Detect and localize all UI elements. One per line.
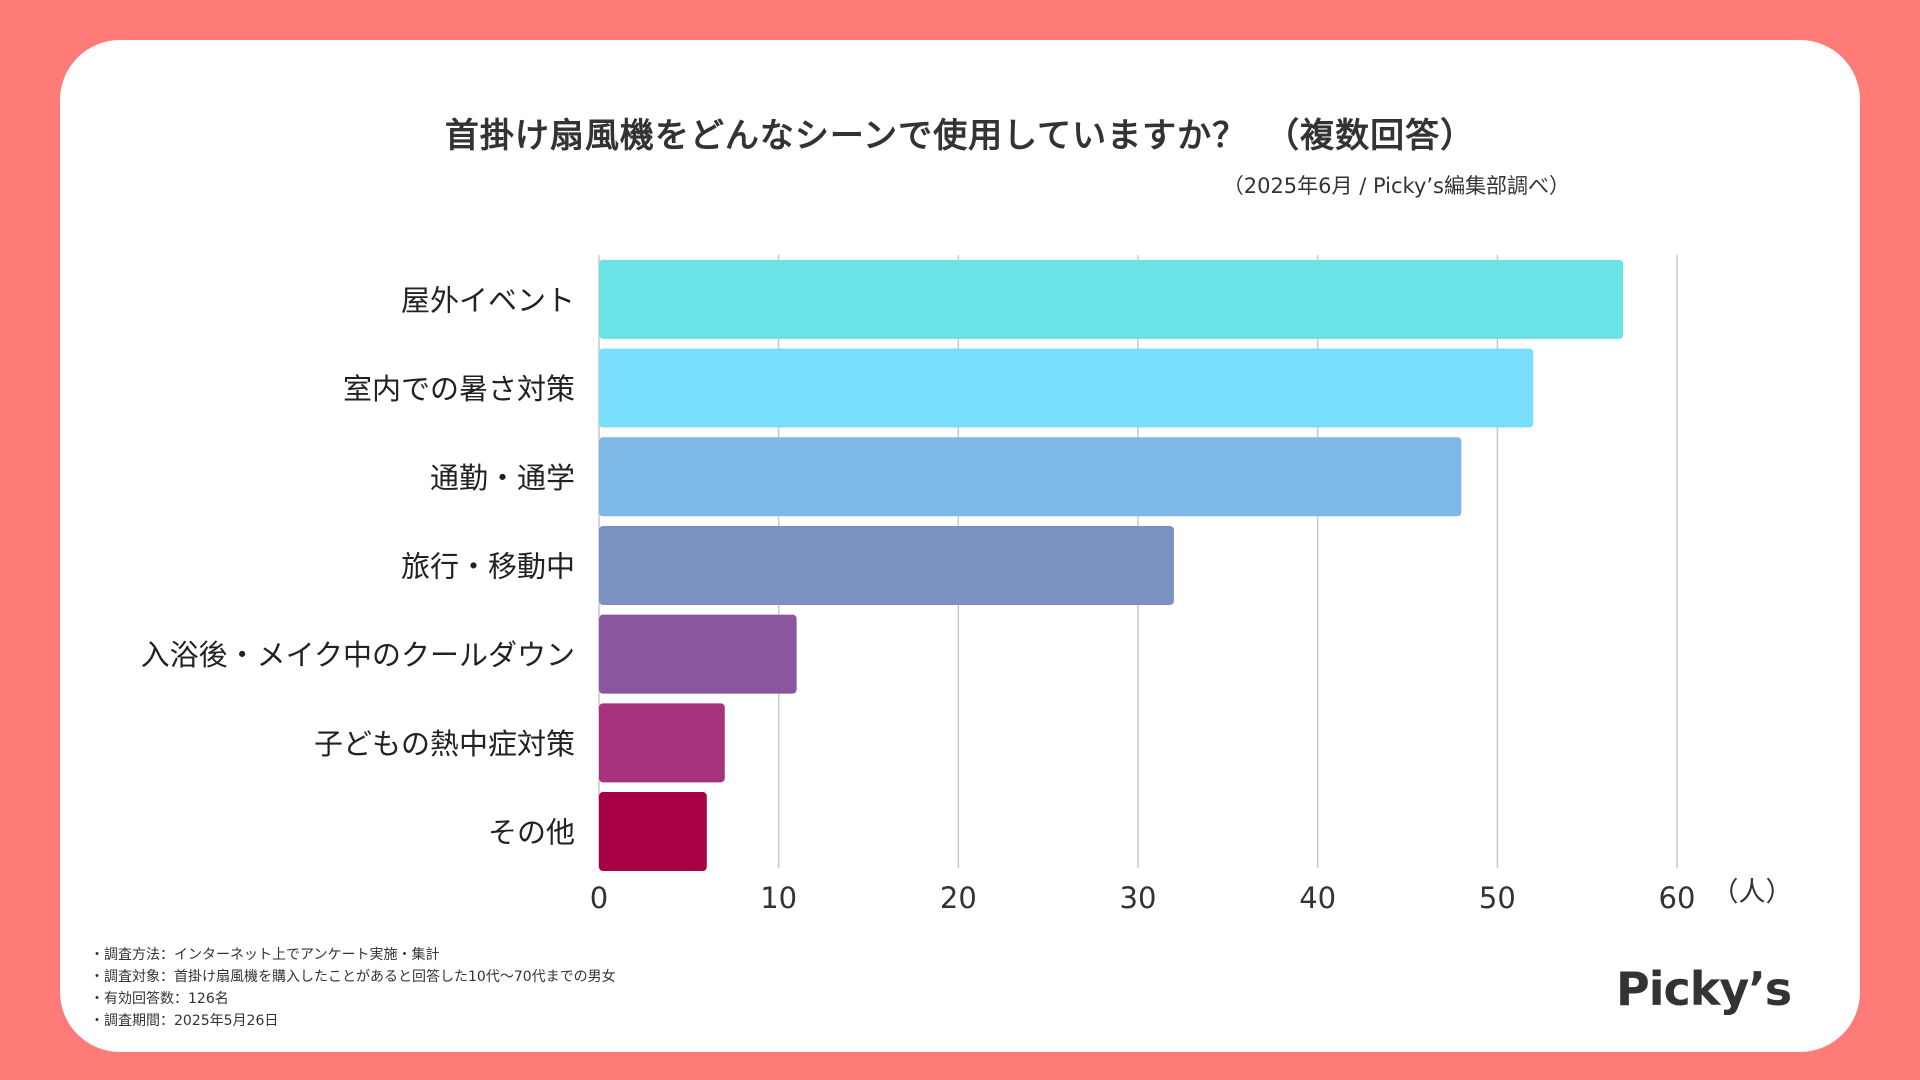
bar-1	[599, 348, 1534, 428]
chart-subtitle: （2025年6月 / Picky’s編集部調べ）	[1222, 174, 1570, 198]
bar-4	[599, 614, 797, 694]
bar-0	[599, 259, 1624, 339]
tick-label-20: 20	[940, 881, 977, 915]
bar-2	[599, 437, 1462, 517]
note-responses: ・有効回答数：126名	[90, 991, 229, 1007]
tick-label-60: 60	[1659, 881, 1696, 915]
note-period: ・調査期間：2025年5月26日	[90, 1013, 279, 1029]
category-label-5: 子どもの熱中症対策	[314, 727, 575, 761]
category-label-4: 入浴後・メイク中のクールダウン	[141, 638, 575, 672]
unit-label: （人）	[1712, 877, 1793, 908]
tick-label-40: 40	[1299, 881, 1336, 915]
bar-6	[599, 792, 707, 872]
note-target: ・調査対象：首掛け扇風機を購入したことがあると回答した10代〜70代までの男女	[90, 969, 616, 985]
tick-label-10: 10	[760, 881, 797, 915]
category-label-3: 旅行・移動中	[401, 549, 575, 583]
note-method: ・調査方法：インターネット上でアンケート実施・集計	[90, 947, 440, 963]
chart-title: 首掛け扇風機をどんなシーンで使用していますか？ （複数回答）	[444, 116, 1476, 156]
pickys-logo: Picky’s	[1616, 962, 1792, 1016]
category-label-0: 屋外イベント	[401, 283, 575, 317]
category-label-1: 室内での暑さ対策	[343, 372, 575, 406]
category-label-6: その他	[488, 816, 575, 850]
tick-label-50: 50	[1479, 881, 1516, 915]
survey-notes: ・調査方法：インターネット上でアンケート実施・集計 ・調査対象：首掛け扇風機を購…	[90, 944, 616, 1032]
bar-3	[599, 525, 1174, 605]
tick-label-30: 30	[1120, 881, 1157, 915]
tick-label-0: 0	[590, 881, 608, 915]
category-label-2: 通勤・通学	[430, 461, 575, 495]
bar-5	[599, 703, 725, 783]
